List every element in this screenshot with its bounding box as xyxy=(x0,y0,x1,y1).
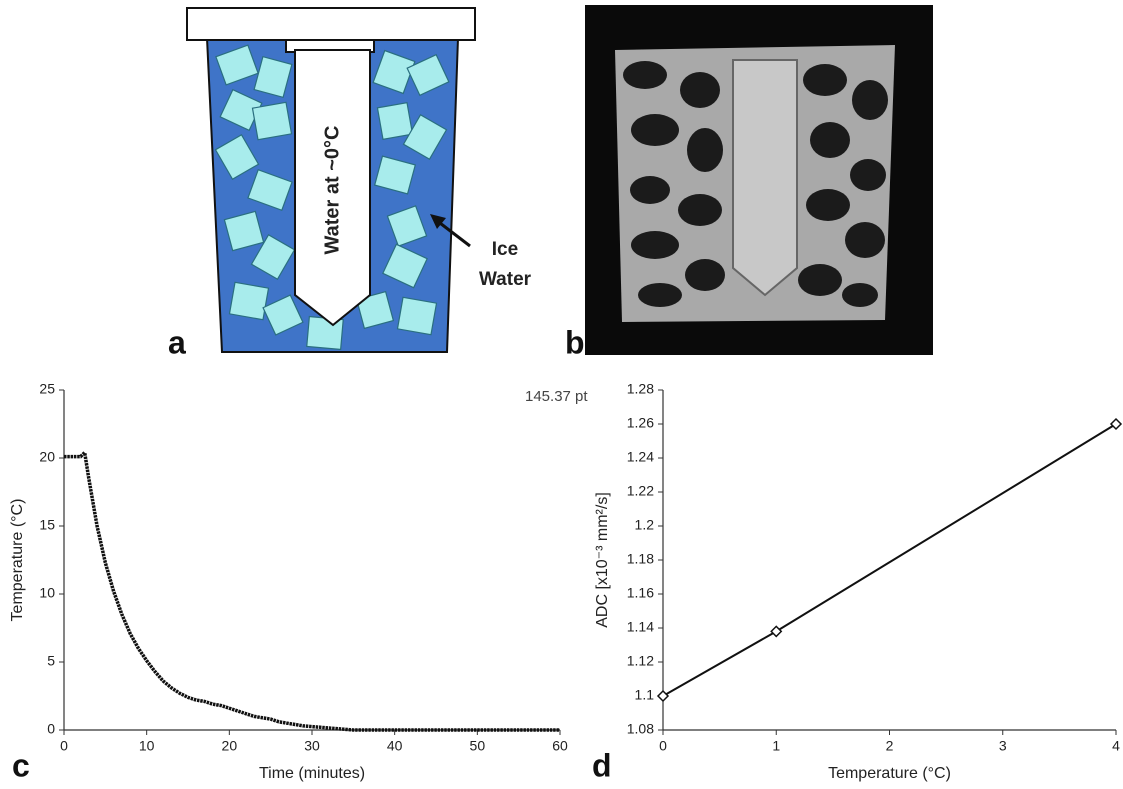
y-tick-label: 0 xyxy=(47,721,55,737)
x-axis-label: Time (minutes) xyxy=(259,765,365,782)
x-tick-label: 50 xyxy=(470,738,486,754)
data-line xyxy=(662,423,1117,697)
y-tick-label: 1.26 xyxy=(627,415,654,431)
x-axis-label: Temperature (°C) xyxy=(828,765,951,782)
x-tick-label: 0 xyxy=(659,738,667,754)
panel-label: b xyxy=(565,324,585,360)
y-tick-label: 1.12 xyxy=(627,653,654,669)
y-tick-label: 25 xyxy=(39,381,55,397)
ice-bath-diagram: Water at ~0°C Ice Water a xyxy=(168,7,532,360)
x-tick-label: 3 xyxy=(999,738,1007,754)
x-tick-label: 30 xyxy=(304,738,320,754)
panel-label: c xyxy=(12,747,30,783)
x-tick-label: 10 xyxy=(139,738,155,754)
annotation: 145.37 pt xyxy=(525,388,588,405)
y-tick-label: 1.2 xyxy=(635,517,655,533)
ice-label: Water xyxy=(479,269,532,290)
y-axis-label: ADC [x10⁻³ mm²/s] xyxy=(594,492,611,628)
y-tick-label: 1.1 xyxy=(635,687,655,703)
y-tick-label: 1.28 xyxy=(627,381,654,397)
data-point xyxy=(770,625,783,638)
y-tick-label: 1.14 xyxy=(627,619,654,635)
y-tick-label: 1.08 xyxy=(627,721,654,737)
ice-label: Ice xyxy=(492,239,518,260)
data-line xyxy=(64,448,560,732)
panel-label: a xyxy=(168,324,186,360)
y-tick-label: 20 xyxy=(39,449,55,465)
arrow-head xyxy=(430,214,446,229)
y-tick-label: 15 xyxy=(39,517,55,533)
x-tick-label: 2 xyxy=(886,738,894,754)
y-tick-label: 1.18 xyxy=(627,551,654,567)
y-tick-label: 5 xyxy=(47,653,55,669)
y-tick-label: 1.22 xyxy=(627,483,654,499)
x-tick-label: 0 xyxy=(60,738,68,754)
y-tick-label: 1.24 xyxy=(627,449,654,465)
lid xyxy=(186,7,476,41)
x-tick-label: 4 xyxy=(1112,738,1120,754)
x-tick-label: 1 xyxy=(772,738,780,754)
panel-label: d xyxy=(592,747,612,783)
x-tick-label: 60 xyxy=(552,738,568,754)
y-tick-label: 1.16 xyxy=(627,585,654,601)
mri-image: b xyxy=(565,5,933,360)
y-tick-label: 10 xyxy=(39,585,55,601)
tube xyxy=(294,49,371,327)
data-point xyxy=(656,689,670,703)
data-point xyxy=(1109,417,1123,431)
arrow xyxy=(435,218,471,248)
x-tick-label: 40 xyxy=(387,738,403,754)
tube-label: Water at ~0°C xyxy=(321,126,343,255)
x-tick-label: 20 xyxy=(222,738,238,754)
ice-cubes xyxy=(214,44,450,351)
y-axis-label: Temperature (°C) xyxy=(9,499,26,622)
